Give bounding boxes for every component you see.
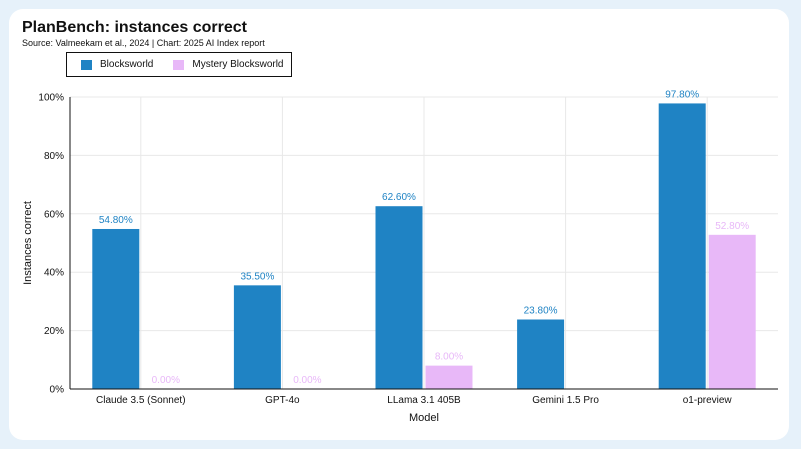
legend-swatch-mystery-blocksworld (173, 59, 185, 70)
y-tick-label: 20% (44, 326, 64, 337)
legend-swatch-blocksworld (81, 59, 92, 70)
bar-blocksworld (658, 103, 706, 389)
y-tick-label: 40% (44, 268, 64, 279)
y-tick-label: 100% (38, 93, 64, 104)
data-label-blocksworld: 54.80% (99, 215, 133, 226)
legend-item-blocksworld: Blocksworld (67, 59, 153, 70)
x-axis-title: Model (409, 412, 439, 424)
y-tick-label: 60% (44, 209, 64, 220)
bar-blocksworld (375, 206, 423, 389)
bar-mystery-blocksworld (708, 234, 756, 389)
x-tick-label: Gemini 1.5 Pro (532, 395, 599, 406)
y-tick-label: 0% (50, 385, 65, 396)
data-label-blocksworld: 97.80% (665, 89, 699, 100)
data-label-mystery-blocksworld: 52.80% (715, 221, 749, 232)
bar-blocksworld (92, 228, 140, 389)
bar-blocksworld (233, 285, 281, 389)
chart-source: Source: Valmeekam et al., 2024 | Chart: … (22, 38, 265, 48)
bar-blocksworld (517, 319, 565, 389)
legend-item-mystery-blocksworld: Mystery Blocksworld (159, 59, 284, 70)
x-tick-label: Claude 3.5 (Sonnet) (96, 395, 186, 406)
bar-mystery-blocksworld (425, 365, 473, 389)
data-label-blocksworld: 35.50% (240, 271, 274, 282)
data-label-mystery-blocksworld: 8.00% (435, 352, 463, 363)
chart-legend: Blocksworld Mystery Blocksworld (66, 52, 292, 77)
x-tick-label: o1-preview (683, 395, 733, 406)
y-tick-label: 80% (44, 151, 64, 162)
legend-label-mystery-blocksworld: Mystery Blocksworld (192, 59, 284, 70)
chart-title: PlanBench: instances correct (22, 19, 247, 36)
data-label-blocksworld: 23.80% (524, 306, 558, 317)
x-tick-label: GPT-4o (265, 395, 300, 406)
data-label-mystery-blocksworld: 0.00% (293, 375, 321, 386)
x-tick-label: LLama 3.1 405B (387, 395, 461, 406)
y-axis-title: Instances correct (22, 201, 34, 285)
legend-label-blocksworld: Blocksworld (100, 59, 154, 70)
data-label-mystery-blocksworld: 0.00% (152, 375, 180, 386)
data-label-blocksworld: 62.60% (382, 192, 416, 203)
